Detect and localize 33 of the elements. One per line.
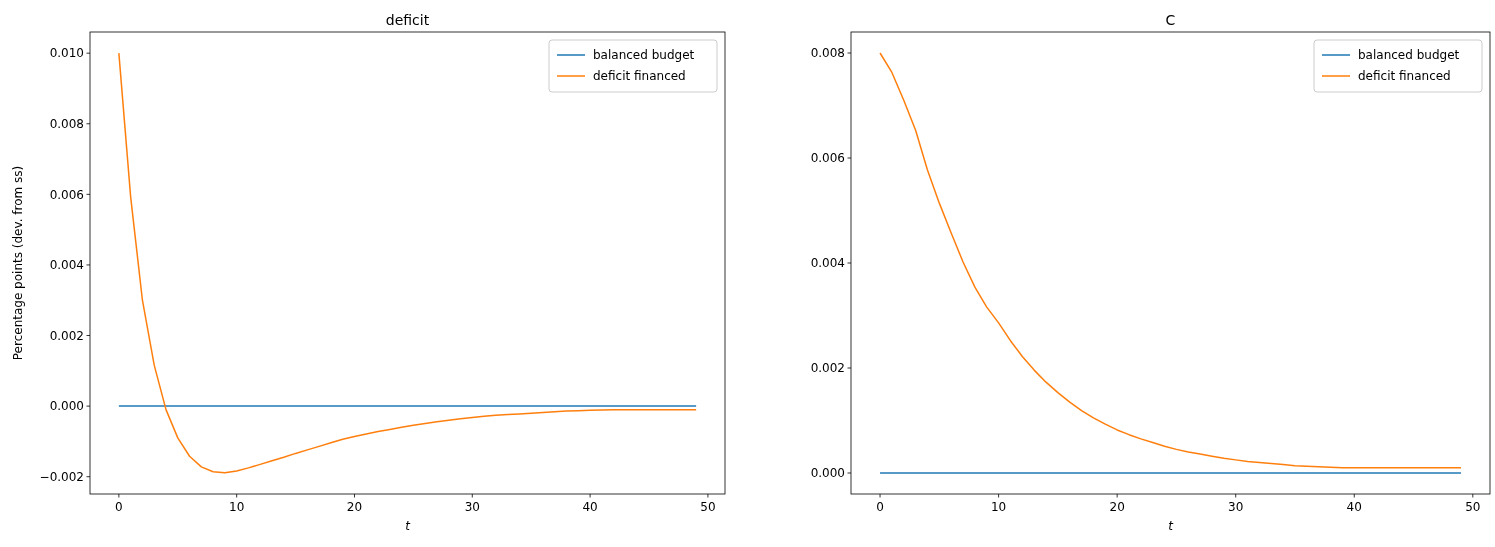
x-tick-label: 40 — [1346, 500, 1362, 514]
chart-title: deficit — [385, 12, 430, 28]
x-tick-label: 40 — [582, 500, 598, 514]
legend-label: deficit financed — [1358, 69, 1451, 84]
x-tick-label: 30 — [464, 500, 480, 514]
y-tick-label: 0.002 — [810, 361, 845, 376]
x-axis-title: t — [405, 519, 412, 533]
y-tick-label: 0.008 — [49, 116, 84, 131]
y-tick-label: 0.002 — [49, 328, 84, 343]
y-axis-title: Percentage points (dev. from ss) — [11, 165, 25, 361]
y-tick-label: 0.006 — [810, 151, 845, 166]
x-tick-label: 10 — [229, 500, 245, 514]
x-tick-label: 30 — [1228, 500, 1244, 514]
legend-label: balanced budget — [593, 48, 695, 63]
y-tick-label: 0.006 — [49, 187, 84, 202]
x-axis-title: t — [1168, 519, 1175, 533]
legend-label: balanced budget — [1358, 48, 1460, 63]
y-tick-label: 0.000 — [810, 466, 845, 481]
y-tick-label: 0.008 — [810, 46, 845, 61]
x-tick-label: 50 — [700, 500, 716, 514]
legend-label: deficit financed — [593, 69, 686, 84]
y-tick-label: 0.004 — [810, 256, 845, 271]
y-tick-label: 0.004 — [49, 258, 84, 273]
x-tick-label: 0 — [115, 500, 123, 514]
x-tick-label: 10 — [990, 500, 1007, 514]
y-tick-label: 0.000 — [49, 399, 84, 414]
x-tick-label: 50 — [1465, 500, 1481, 514]
x-tick-label: 20 — [346, 500, 363, 514]
chart-title: C — [1165, 12, 1176, 28]
x-tick-label: 20 — [1109, 500, 1125, 514]
y-tick-label: 0.010 — [49, 46, 84, 61]
y-tick-label: −0.002 — [39, 469, 84, 484]
x-tick-label: 0 — [876, 500, 884, 514]
